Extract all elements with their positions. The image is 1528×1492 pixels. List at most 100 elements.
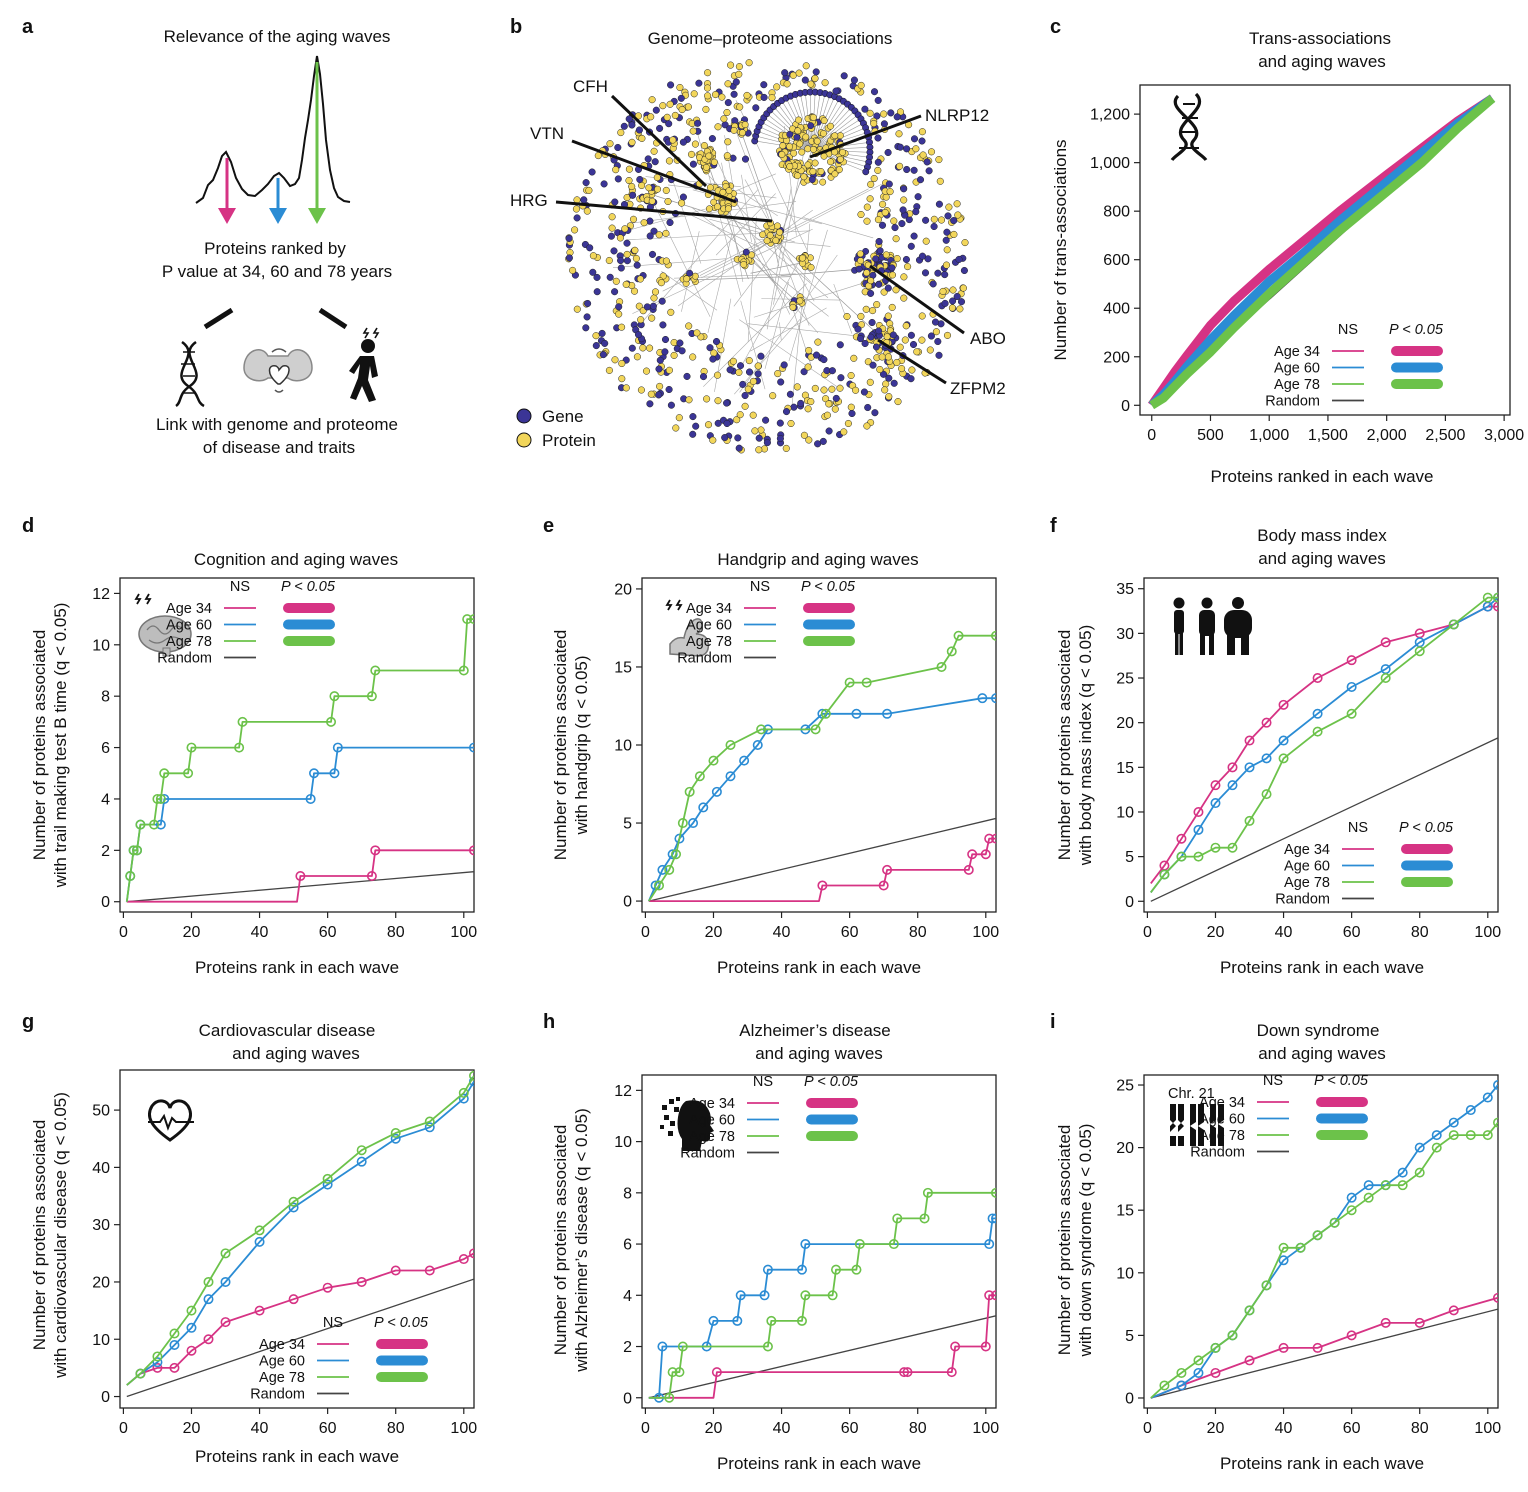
point-marker-age60 — [657, 1341, 668, 1352]
y-tick-label: 600 — [1103, 252, 1130, 269]
point-marker-age78 — [1380, 1180, 1391, 1191]
x-tick-label: 1,000 — [1249, 427, 1289, 444]
network-node — [820, 130, 827, 137]
panel-h: h Alzheimer’s disease and aging waves Pr… — [543, 1011, 999, 1473]
point-marker-age60 — [309, 768, 320, 779]
series-group — [125, 614, 474, 903]
network-node — [704, 421, 713, 429]
network-node — [662, 229, 670, 237]
network-node — [856, 250, 864, 258]
network-nodes — [565, 59, 969, 454]
network-node — [724, 205, 732, 213]
network-node — [866, 378, 874, 386]
point-marker-age34 — [1210, 1367, 1221, 1378]
network-edge — [753, 282, 865, 318]
network-node — [943, 246, 951, 254]
network-node — [713, 203, 721, 211]
x-tick-label: 40 — [251, 924, 269, 941]
point-marker-age34 — [288, 1294, 299, 1305]
protein-legend-label: Protein — [542, 431, 596, 450]
network-node — [639, 344, 647, 352]
network-node — [799, 254, 806, 262]
network-node — [637, 386, 645, 394]
legend-label-random: Random — [157, 651, 212, 667]
network-node — [812, 68, 820, 76]
network-node — [779, 142, 787, 150]
point-marker-age78 — [322, 1173, 333, 1184]
network-node — [693, 329, 701, 337]
network-node — [873, 112, 881, 120]
network-node — [621, 225, 629, 233]
network-node — [605, 256, 613, 265]
point-marker-age78 — [169, 1328, 180, 1339]
network-node — [710, 349, 718, 357]
network-node — [653, 173, 661, 182]
network-node — [879, 370, 888, 378]
x-tick-label: 0 — [641, 924, 650, 941]
point-marker-age78 — [326, 716, 337, 727]
arrow-age60 — [269, 178, 287, 224]
network-node — [592, 332, 600, 340]
point-marker-age78 — [667, 1367, 678, 1378]
network-node — [666, 100, 674, 108]
panel-i-title-line1: Down syndrome — [1257, 1021, 1380, 1040]
legend-header-sig: P < 0.05 — [374, 1315, 429, 1331]
point-marker-age78 — [1482, 1130, 1493, 1141]
point-marker-age78 — [664, 1392, 675, 1403]
network-node — [804, 405, 812, 413]
x-tick-label: 80 — [1411, 1420, 1429, 1437]
network-node — [670, 351, 678, 359]
network-node — [804, 145, 812, 153]
y-tick-label: 12 — [92, 586, 110, 603]
network-node — [874, 134, 882, 142]
y-tick-label: 10 — [1116, 804, 1134, 821]
network-node — [751, 427, 759, 435]
point-marker-age78 — [919, 1213, 930, 1224]
series-line-age78 — [1150, 1122, 1498, 1399]
network-node — [782, 444, 790, 452]
point-marker-age78 — [810, 724, 821, 735]
panel-a-title: Relevance of the aging waves — [164, 27, 391, 46]
network-node — [795, 116, 803, 124]
network-node — [600, 180, 608, 188]
network-node — [927, 332, 935, 340]
point-marker-age78 — [458, 1087, 469, 1098]
network-node — [741, 391, 749, 400]
point-marker-age78 — [936, 661, 947, 672]
network-node — [667, 308, 675, 316]
point-marker-age78 — [135, 1368, 146, 1379]
network-edge — [741, 259, 801, 366]
network-node — [935, 156, 943, 164]
x-tick-label: 100 — [1474, 1420, 1501, 1437]
network-node — [850, 354, 858, 362]
network-node — [683, 275, 691, 283]
network-node — [774, 370, 782, 378]
panel-h-xlabel: Proteins rank in each wave — [717, 1454, 921, 1473]
network-node — [628, 182, 636, 191]
network-node — [870, 174, 878, 183]
y-tick-label: 0 — [101, 894, 110, 911]
network-node — [638, 181, 646, 190]
network-node — [629, 215, 638, 223]
point-marker-age78 — [135, 819, 146, 830]
x-tick-label: 80 — [909, 924, 927, 941]
point-marker-age60 — [1431, 1130, 1442, 1141]
panel-label-h: h — [543, 1011, 555, 1033]
legend-label-age60: Age 60 — [166, 618, 212, 634]
network-node — [942, 236, 950, 244]
network-node — [625, 115, 633, 123]
network-node — [882, 193, 890, 201]
network-node — [678, 199, 686, 207]
point-marker-age34 — [1176, 833, 1187, 844]
network-node — [766, 231, 774, 239]
network-node — [949, 297, 957, 305]
network-node — [665, 385, 673, 394]
flexed-arm-icon — [665, 599, 710, 657]
panel-label-e: e — [543, 515, 554, 537]
panel-c: c Trans-associations and aging waves Pro… — [1050, 16, 1524, 486]
network-node — [910, 166, 918, 174]
point-marker-age78 — [766, 1315, 777, 1326]
x-tick-label: 0 — [1143, 1420, 1152, 1437]
network-node — [807, 122, 815, 130]
network-node — [787, 419, 795, 428]
